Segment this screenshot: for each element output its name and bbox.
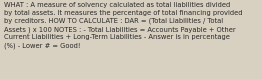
Text: WHAT : A measure of solvency calculated as total liabilities divided
by total as: WHAT : A measure of solvency calculated … <box>4 2 242 49</box>
